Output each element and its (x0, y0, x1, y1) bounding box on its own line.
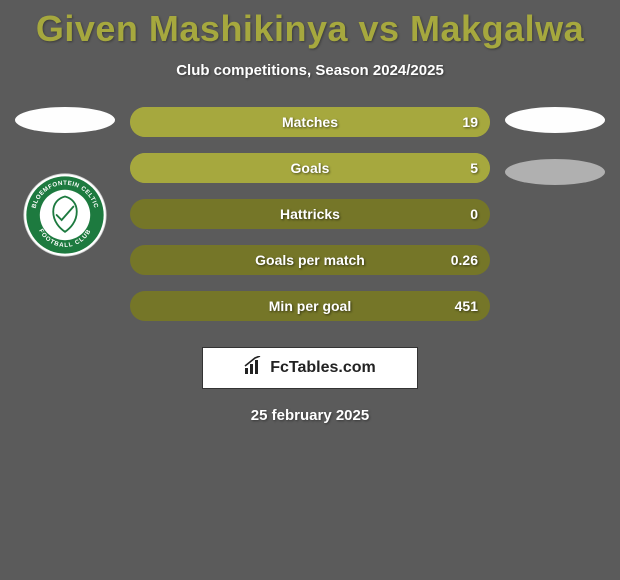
left-player-col: BLOEMFONTEIN CELTIC FOOTBALL CLUB (10, 107, 120, 257)
player-photo-placeholder-left (15, 107, 115, 133)
content-row: BLOEMFONTEIN CELTIC FOOTBALL CLUB Matche… (0, 107, 620, 321)
brand-text: FcTables.com (270, 359, 376, 377)
page-title: Given Mashikinya vs Makgalwa (0, 0, 620, 50)
stat-bar-hattricks: Hattricks 0 (130, 199, 490, 229)
stat-label: Hattricks (280, 206, 340, 222)
stat-value: 19 (462, 114, 478, 130)
brand-box[interactable]: FcTables.com (202, 347, 418, 389)
comparison-widget: Given Mashikinya vs Makgalwa Club compet… (0, 0, 620, 580)
stat-label: Matches (282, 114, 338, 130)
stat-bar-matches: Matches 19 (130, 107, 490, 137)
club-badge-placeholder-right (505, 159, 605, 185)
stat-bar-min-per-goal: Min per goal 451 (130, 291, 490, 321)
stats-bars: Matches 19 Goals 5 Hattricks 0 Goals per… (120, 107, 500, 321)
player-photo-placeholder-right (505, 107, 605, 133)
date-text: 25 february 2025 (0, 407, 620, 424)
stat-value: 5 (470, 160, 478, 176)
subtitle: Club competitions, Season 2024/2025 (0, 62, 620, 79)
stat-label: Goals per match (255, 252, 365, 268)
stat-label: Min per goal (269, 298, 351, 314)
stat-bar-goals-per-match: Goals per match 0.26 (130, 245, 490, 275)
stat-value: 0.26 (451, 252, 478, 268)
stat-value: 0 (470, 206, 478, 222)
right-player-col (500, 107, 610, 185)
stat-value: 451 (455, 298, 478, 314)
stat-label: Goals (291, 160, 330, 176)
club-badge-left: BLOEMFONTEIN CELTIC FOOTBALL CLUB (23, 173, 107, 257)
stat-bar-goals: Goals 5 (130, 153, 490, 183)
chart-icon (244, 356, 264, 381)
